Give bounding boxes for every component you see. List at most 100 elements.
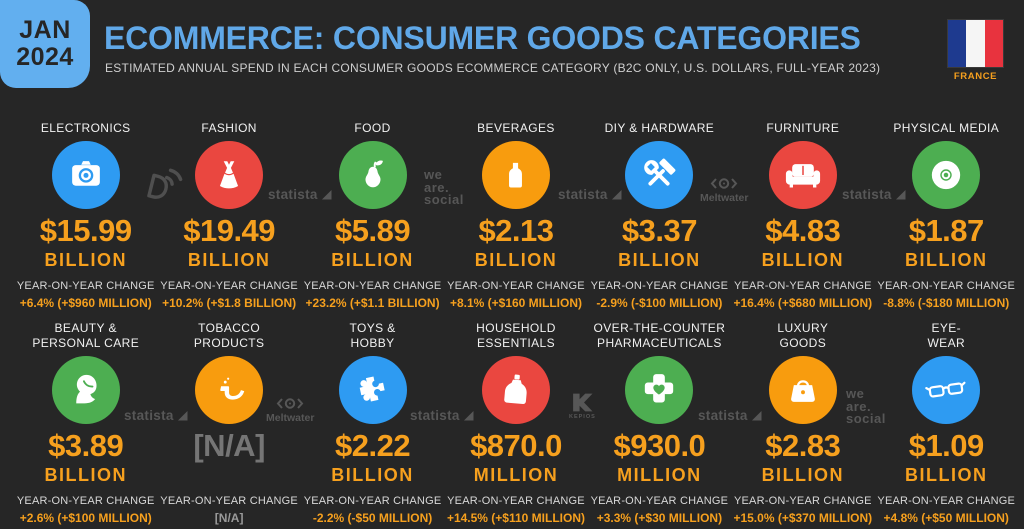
statista-label: statista <box>268 187 318 202</box>
category-label-line: WEAR <box>927 335 966 350</box>
category-label-line: TOYS & <box>349 321 396 335</box>
category-value: $2.22 <box>335 428 411 463</box>
pear-icon <box>354 156 392 194</box>
category-value: $3.89 <box>48 428 124 463</box>
meltwater-watermark: Meltwater <box>266 396 314 424</box>
category-card: TOYS & HOBBY $2.22 BILLION YEAR-ON-YEAR C… <box>301 320 444 525</box>
category-unit: BILLION <box>331 465 414 485</box>
meltwater-logo-icon <box>276 398 304 409</box>
yoy-change: -2.2% (-$50 MILLION) <box>312 511 433 525</box>
kepios-logo-icon <box>573 393 593 412</box>
puzzle-icon <box>354 372 391 409</box>
category-value: $930.0 <box>613 428 706 463</box>
category-unit: BILLION <box>187 250 271 270</box>
category-label-line: HOUSEHOLD <box>476 321 556 335</box>
yoy-caption: YEAR-ON-YEAR CHANGE <box>303 495 442 507</box>
category-label: FOOD <box>354 105 390 135</box>
statista-watermark: statista <box>268 187 332 202</box>
statista-logo-icon <box>321 189 332 200</box>
yoy-change: +15.0% (+$370 MILLION) <box>733 511 873 525</box>
meltwater-watermark-wrap: Meltwater <box>700 176 748 204</box>
statista-watermark: statista <box>124 408 188 423</box>
yoy-caption: YEAR-ON-YEAR CHANGE <box>303 280 442 292</box>
statista-watermark-wrap: statista <box>268 187 332 202</box>
statista-logo-icon <box>177 410 188 421</box>
statista-logo-icon <box>463 410 474 421</box>
category-card: BEVERAGES $2.13 BILLION YEAR-ON-YEAR CHA… <box>444 105 587 311</box>
statista-watermark-wrap: statista <box>698 408 762 423</box>
category-value: $3.37 <box>621 213 698 248</box>
yoy-caption: YEAR-ON-YEAR CHANGE <box>733 280 872 292</box>
category-card: DIY & HARDWARE $3.37 BILLION YEAR-ON-YEA… <box>588 105 731 311</box>
category-value: $2.13 <box>478 213 554 248</box>
yoy-caption: YEAR-ON-YEAR CHANGE <box>590 495 729 507</box>
statista-watermark-wrap: statista <box>558 187 622 202</box>
detergent-icon <box>498 372 534 408</box>
disc-icon <box>926 155 966 195</box>
category-value: $1.09 <box>908 428 985 463</box>
category-value: $2.83 <box>765 428 841 463</box>
category-label-line: FOOD <box>354 120 391 135</box>
yoy-change: [N/A] <box>214 511 244 525</box>
yoy-change: +8.1% (+$160 MILLION) <box>449 296 582 310</box>
category-icon-circle <box>195 356 264 424</box>
category-label: LUXURY GOODS <box>777 320 828 350</box>
category-unit: BILLION <box>44 250 127 270</box>
category-label-line: FASHION <box>201 120 257 135</box>
category-label: BEVERAGES <box>477 105 555 135</box>
statista-label: statista <box>124 408 174 423</box>
category-icon-circle <box>481 141 550 209</box>
statista-logo-icon <box>895 189 906 200</box>
category-card: FASHION $19.49 BILLION YEAR-ON-YEAR CHAN… <box>157 105 300 311</box>
category-card: FOOD $5.89 BILLION YEAR-ON-YEAR CHANGE +… <box>301 105 444 311</box>
meltwater-watermark-wrap: Meltwater <box>266 396 314 424</box>
category-value: $1.87 <box>908 213 985 248</box>
kepios-watermark: KEPIOS <box>569 392 596 420</box>
category-value: $870.0 <box>470 428 562 463</box>
date-badge: JAN 2024 <box>0 0 90 88</box>
date-badge-month: JAN <box>19 16 71 44</box>
person-icon <box>66 370 106 410</box>
statista-label: statista <box>698 408 748 423</box>
yoy-caption: YEAR-ON-YEAR CHANGE <box>877 495 1016 507</box>
yoy-change: +10.2% (+$1.8 BILLION) <box>162 296 297 310</box>
yoy-change: +23.2% (+$1.1 BILLION) <box>305 296 440 310</box>
category-label-line: LUXURY <box>777 321 829 335</box>
category-label-line: HOBBY <box>350 335 395 350</box>
datareportal-logo-icon <box>147 168 183 199</box>
category-label: EYE- WEAR <box>927 320 965 350</box>
yoy-caption: YEAR-ON-YEAR CHANGE <box>877 280 1016 292</box>
category-icon-circle <box>195 141 264 209</box>
statista-label: statista <box>558 187 608 202</box>
category-card: TOBACCO PRODUCTS [N/A] YEAR-ON-YEAR CHANG… <box>157 320 300 525</box>
category-label-line: PHARMACEUTICALS <box>597 335 722 350</box>
category-unit: BILLION <box>761 250 845 270</box>
we-are-social-line: we <box>846 386 865 401</box>
category-unit: MILLION <box>473 465 559 485</box>
yoy-caption: YEAR-ON-YEAR CHANGE <box>447 280 585 292</box>
yoy-change: +4.8% (+$50 MILLION) <box>883 511 1009 525</box>
statista-watermark: statista <box>410 408 474 423</box>
statista-watermark: statista <box>558 187 622 202</box>
we-are-social-line: are. <box>424 179 450 195</box>
category-card: EYE- WEAR $1.09 BILLION YEAR-ON-YEAR CHAN… <box>875 320 1018 525</box>
category-value: $5.89 <box>335 213 411 248</box>
statista-watermark: statista <box>842 187 906 202</box>
category-card: ELECTRONICS $15.99 BILLION YEAR-ON-YEAR … <box>14 105 157 311</box>
yoy-change: +6.4% (+$960 MILLION) <box>19 296 152 310</box>
flag-stripe-white <box>966 20 985 67</box>
category-unit: BILLION <box>761 465 845 485</box>
category-icon-circle <box>768 356 837 424</box>
statista-label: statista <box>842 187 892 202</box>
meltwater-label: Meltwater <box>700 192 749 204</box>
statista-logo-icon <box>751 410 762 421</box>
category-card: BEAUTY & PERSONAL CARE $3.89 BILLION YEAR… <box>14 320 157 525</box>
category-icon-circle <box>912 356 981 424</box>
yoy-caption: YEAR-ON-YEAR CHANGE <box>590 280 729 292</box>
datareportal-watermark-wrap <box>138 166 184 215</box>
dress-icon <box>212 158 246 192</box>
meltwater-watermark: Meltwater <box>700 176 748 204</box>
country-label: FRANCE <box>953 71 998 82</box>
yoy-caption: YEAR-ON-YEAR CHANGE <box>447 495 585 507</box>
